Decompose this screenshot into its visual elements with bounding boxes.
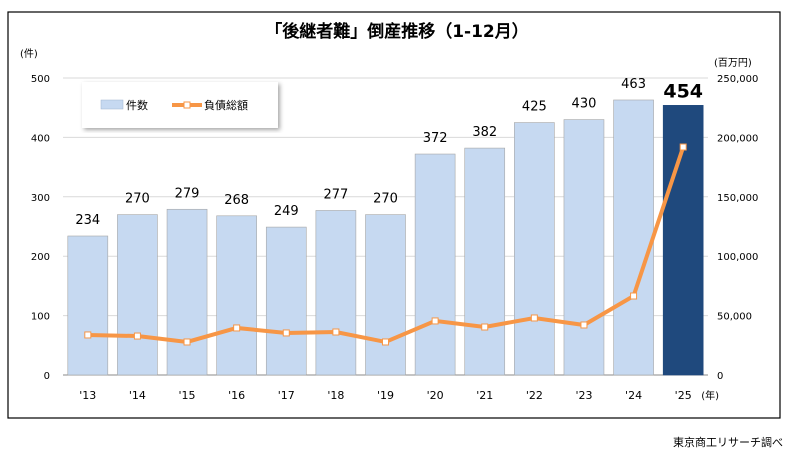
debt-point bbox=[282, 329, 290, 337]
bar-value-label: 234 bbox=[75, 213, 100, 228]
debt-point bbox=[481, 323, 489, 331]
bar bbox=[464, 147, 506, 376]
bar-value-label: 430 bbox=[572, 97, 597, 112]
x-tick-label: '18 bbox=[327, 389, 344, 402]
debt-point bbox=[233, 324, 241, 332]
bar-value-label: 268 bbox=[224, 193, 249, 208]
debt-point bbox=[580, 321, 588, 329]
y-left-tick: 200 bbox=[31, 252, 50, 263]
bar bbox=[67, 235, 109, 376]
y-right-tick: 150,000 bbox=[717, 193, 758, 204]
debt-point bbox=[431, 317, 439, 325]
bar-value-label: 382 bbox=[472, 125, 497, 140]
debt-point bbox=[530, 314, 538, 322]
legend-label-count: 件数 bbox=[126, 99, 148, 112]
legend-marker bbox=[183, 101, 191, 109]
debt-point bbox=[679, 143, 687, 151]
y-right-unit: (百万円) bbox=[714, 57, 752, 69]
y-left-tick: 100 bbox=[31, 312, 50, 323]
bar-value-label: 372 bbox=[423, 131, 448, 146]
bar bbox=[166, 208, 208, 376]
y-left-tick: 300 bbox=[31, 193, 50, 204]
x-tick-label: '17 bbox=[278, 389, 295, 402]
x-tick-label: '24 bbox=[625, 389, 642, 402]
bar bbox=[117, 214, 158, 376]
y-right-tick: 50,000 bbox=[717, 312, 752, 323]
y-left-tick: 400 bbox=[31, 133, 50, 144]
y-right-tick: 200,000 bbox=[717, 133, 758, 144]
bar bbox=[315, 210, 357, 376]
legend-swatch-bar bbox=[100, 99, 124, 110]
bar bbox=[563, 119, 605, 376]
source-credit: 東京商工リサーチ調べ bbox=[673, 436, 783, 449]
y-right-tick: 250,000 bbox=[717, 74, 758, 85]
debt-point bbox=[382, 338, 389, 346]
bar-value-label: 277 bbox=[323, 187, 348, 202]
debt-point bbox=[84, 331, 92, 339]
bar-value-label: 249 bbox=[274, 204, 299, 219]
chart: 「後継者難」倒産推移（1-12月） (件) (百万円) 0 0 100 50,000 2… bbox=[7, 11, 781, 419]
bar-value-label: 279 bbox=[175, 186, 200, 201]
x-tick-label: '20 bbox=[427, 389, 444, 402]
x-tick-label: '25 bbox=[675, 389, 692, 402]
bar-value-label: 425 bbox=[522, 100, 547, 115]
y-left-tick: 0 bbox=[44, 371, 50, 382]
bar bbox=[514, 122, 555, 376]
y-right-tick: 0 bbox=[717, 371, 723, 382]
x-tick-label: '22 bbox=[526, 389, 543, 402]
x-tick-label: '19 bbox=[377, 389, 394, 402]
x-unit: (年) bbox=[701, 389, 719, 402]
y-left-tick: 500 bbox=[31, 74, 50, 85]
bar-value-label: 463 bbox=[621, 77, 646, 92]
x-tick-label: '13 bbox=[79, 389, 96, 402]
y-left-unit: (件) bbox=[20, 48, 38, 60]
x-tick-label: '21 bbox=[476, 389, 493, 402]
x-tick-label: '15 bbox=[179, 389, 196, 402]
x-tick-label: '16 bbox=[228, 389, 245, 402]
bar bbox=[613, 99, 654, 376]
debt-point bbox=[133, 332, 141, 340]
bar-value-label: 270 bbox=[373, 192, 398, 207]
legend-label-debt: 負債総額 bbox=[204, 98, 248, 112]
debt-point bbox=[630, 292, 638, 300]
legend: 件数 負債総額 bbox=[82, 82, 278, 128]
x-tick-label: '23 bbox=[575, 389, 592, 402]
bar-value-label: 454 bbox=[663, 80, 703, 102]
debt-point bbox=[183, 338, 191, 346]
x-tick-label: '14 bbox=[129, 389, 146, 402]
debt-point bbox=[332, 328, 340, 336]
bar bbox=[365, 214, 406, 376]
bar bbox=[216, 215, 257, 376]
bar bbox=[414, 153, 456, 376]
y-right-tick: 100,000 bbox=[717, 252, 758, 263]
chart-title: 「後継者難」倒産推移（1-12月） bbox=[265, 21, 529, 42]
bar-value-label: 270 bbox=[125, 192, 150, 207]
bar bbox=[265, 226, 307, 376]
